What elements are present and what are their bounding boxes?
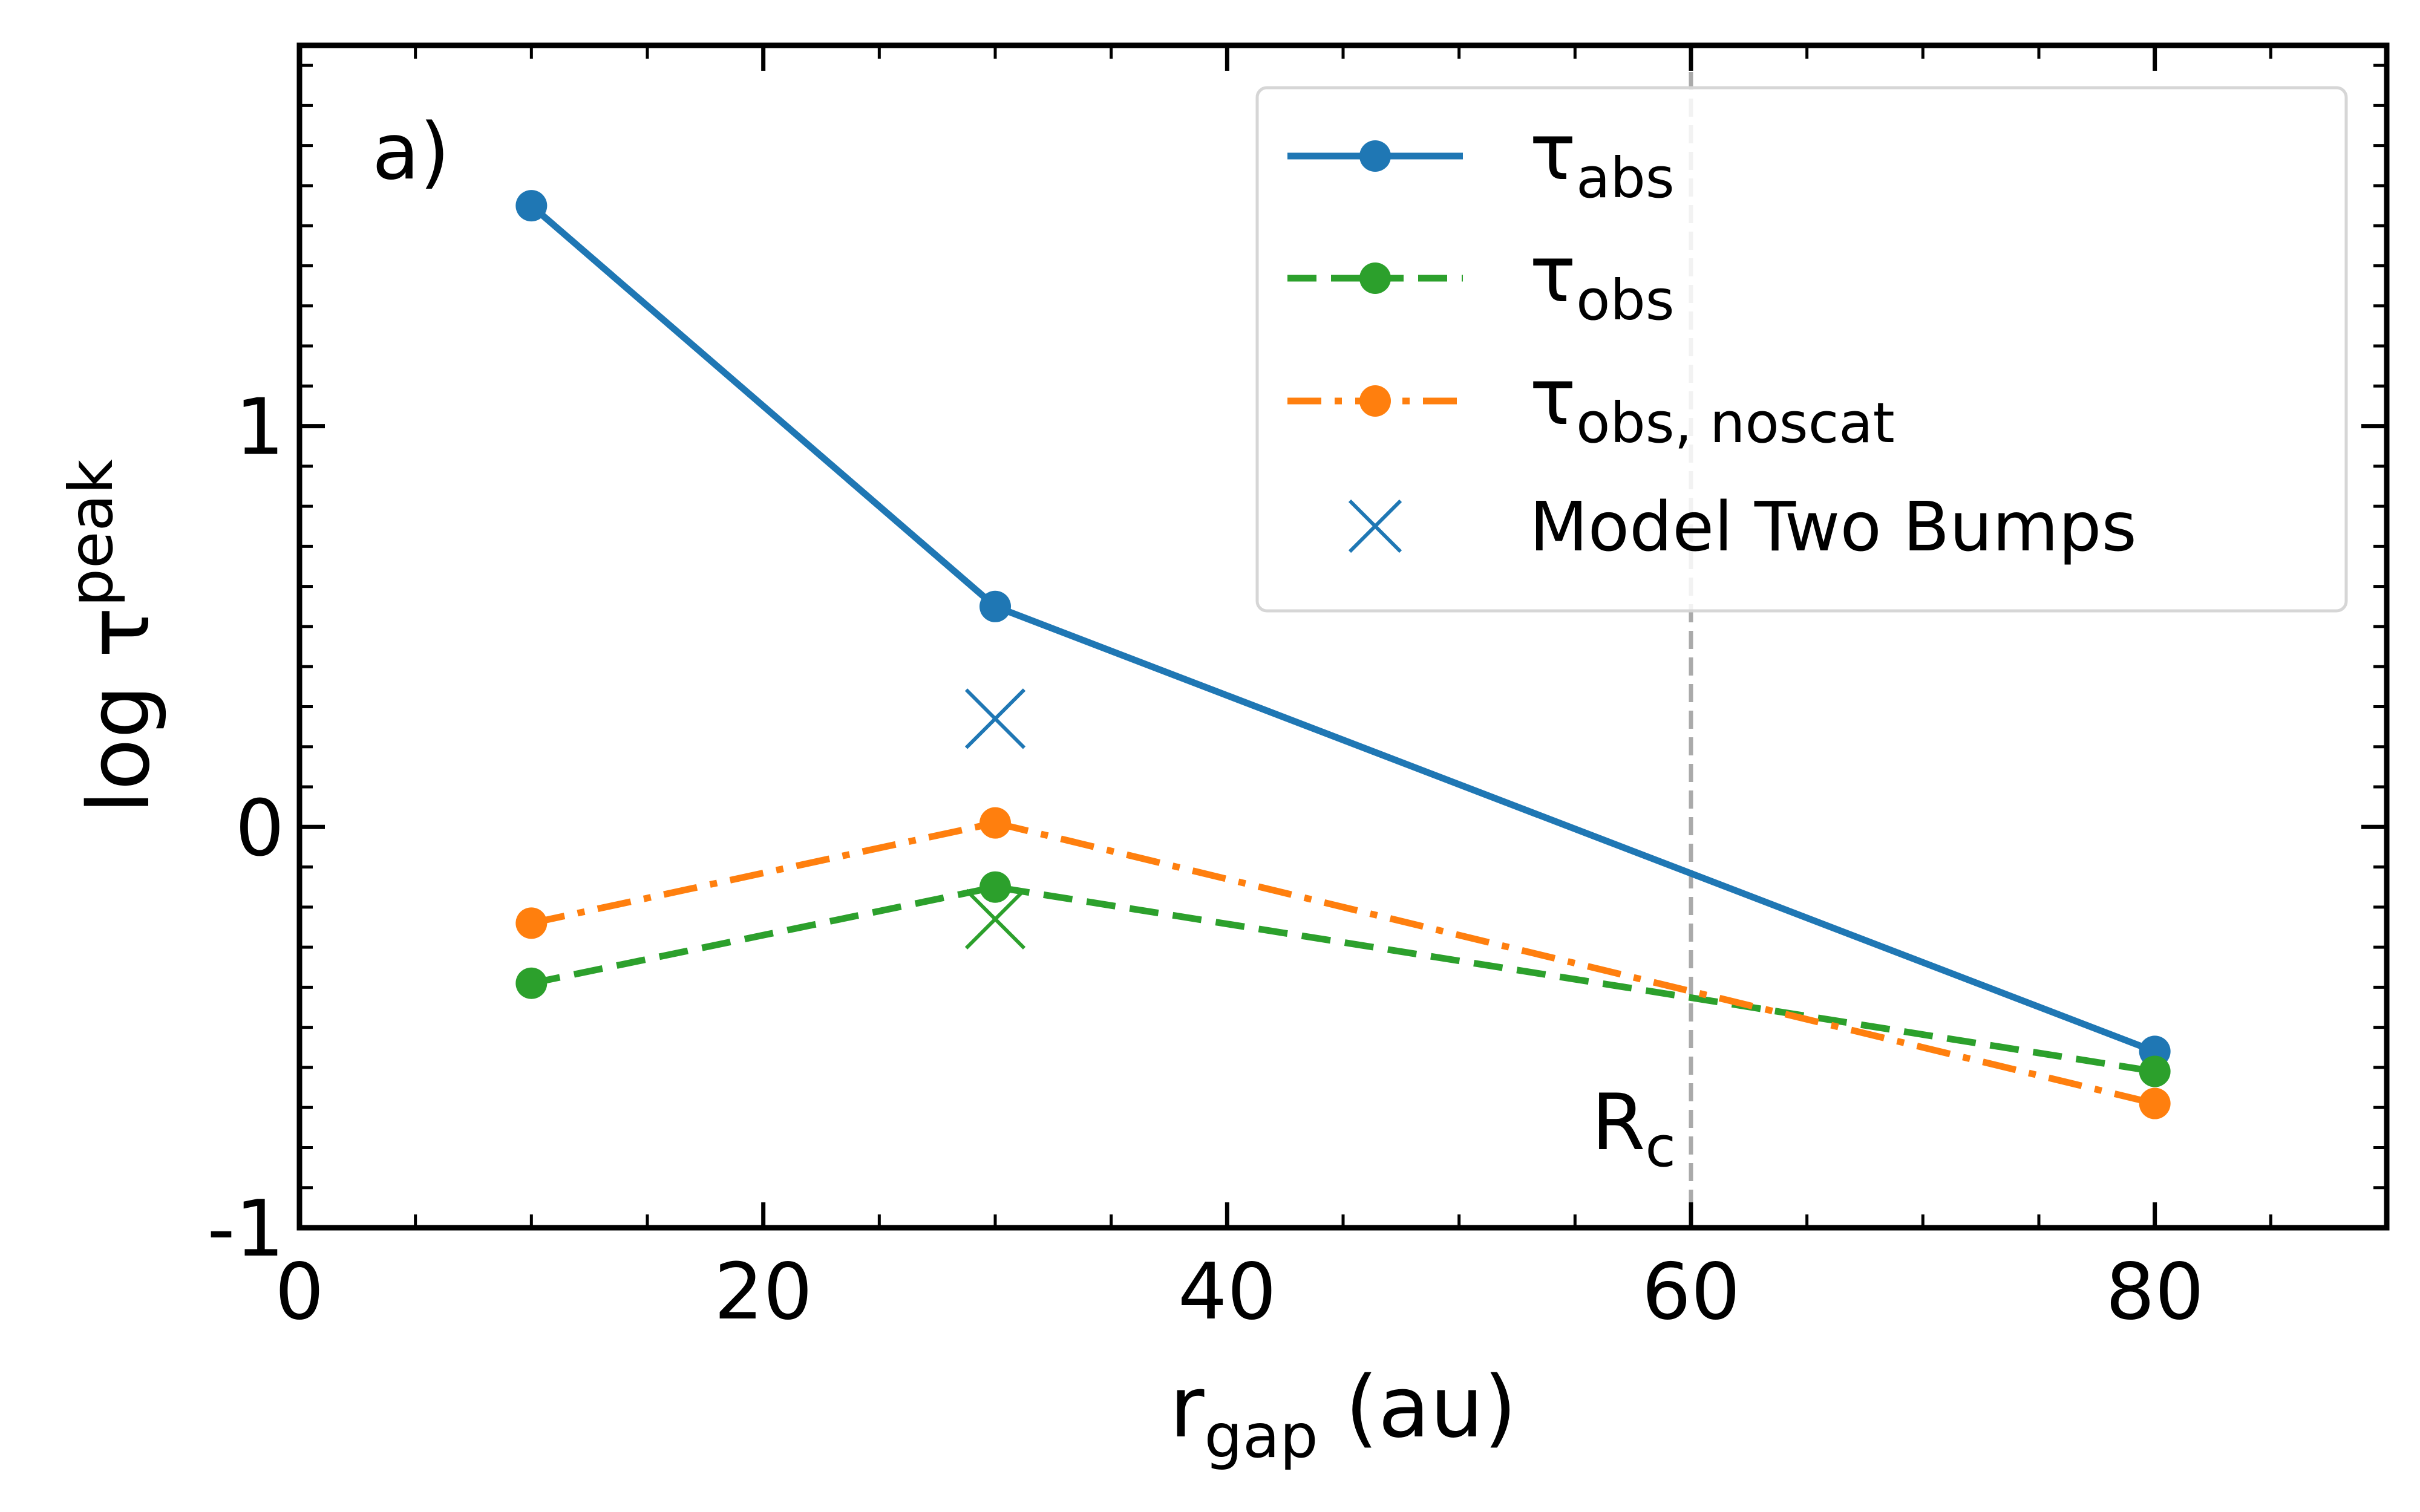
marker-layer	[964, 688, 1026, 950]
data-point-tau_abs	[515, 190, 548, 222]
legend-label-sub: obs, noscat	[1576, 391, 1895, 455]
legend-marker-two-bumps	[1348, 499, 1402, 553]
x-axis-title-base: r	[1169, 1358, 1205, 1457]
x-axis-title: rgap (au)	[1169, 1358, 1517, 1471]
y-tick-label: -1	[207, 1184, 284, 1274]
x-axis-title-sub: gap	[1205, 1401, 1318, 1471]
data-point-tau_obs_noscat	[979, 807, 1011, 839]
y-axis-title-base: log τ	[70, 607, 169, 813]
x-tick-label: 20	[714, 1247, 813, 1337]
tick-label-layer: 0 20 40 60 80-101	[207, 383, 2204, 1337]
rc-label: Rc	[1591, 1078, 1676, 1179]
marker-two_bumps_obs-stroke-b	[964, 888, 1026, 950]
data-point-tau_obs	[2139, 1055, 2171, 1087]
y-axis-title-sup: peak	[56, 459, 126, 607]
legend-label-sub: obs	[1576, 268, 1675, 333]
legend-label-base: τ	[1529, 108, 1576, 198]
x-tick-label: 40	[1178, 1247, 1277, 1337]
x-tick-label: 0	[275, 1247, 324, 1337]
y-tick-label: 0	[235, 783, 284, 873]
panel-label: a)	[372, 107, 450, 197]
data-point-tau_obs_noscat	[515, 907, 548, 939]
legend-box	[1255, 86, 2348, 613]
x-axis-title-rest: (au)	[1318, 1358, 1517, 1457]
rc-label-sub: c	[1645, 1115, 1676, 1179]
marker-two_bumps_obs	[964, 888, 1026, 950]
legend-label-tau_obs_noscat: τobs, noscat	[1529, 353, 1895, 455]
data-point-tau_obs_noscat	[2139, 1087, 2171, 1119]
marker-two_bumps_abs-stroke-b	[964, 688, 1026, 749]
legend-marker-two-bumps-stroke-b	[1348, 499, 1402, 553]
series-layer	[515, 190, 2171, 1119]
legend-point-tau_obs_noscat	[1359, 385, 1391, 417]
x-tick-label: 60	[1642, 1247, 1741, 1337]
y-tick-label: 1	[235, 383, 284, 473]
legend-label-sub: abs	[1576, 146, 1675, 210]
legend-label-tau_obs: τobs	[1529, 230, 1675, 333]
y-axis-title: log τpeak	[56, 459, 169, 813]
legend-label-base: τ	[1529, 353, 1576, 443]
legend-label-two-bumps: Model Two Bumps	[1529, 488, 2137, 567]
legend-point-tau_obs	[1359, 262, 1391, 294]
legend-label-tau_abs: τabs	[1529, 108, 1675, 210]
data-point-tau_abs	[979, 590, 1011, 622]
legend-label-base: τ	[1529, 230, 1576, 320]
rc-label-base: R	[1591, 1078, 1645, 1168]
plot-frame	[296, 42, 2390, 1231]
legend-point-tau_abs	[1359, 140, 1391, 172]
marker-two_bumps_abs	[964, 688, 1026, 749]
series-line-tau_obs	[531, 884, 2156, 1075]
data-point-tau_obs	[979, 871, 1011, 903]
data-point-tau_obs	[515, 967, 548, 999]
x-tick-label: 80	[2105, 1247, 2204, 1337]
